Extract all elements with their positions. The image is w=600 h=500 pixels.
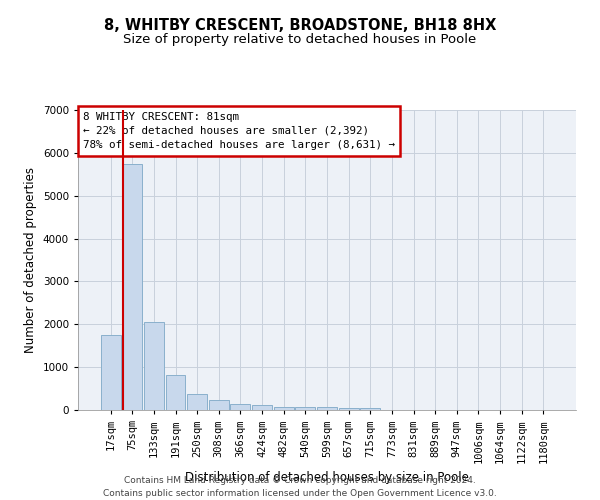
Text: 8, WHITBY CRESCENT, BROADSTONE, BH18 8HX: 8, WHITBY CRESCENT, BROADSTONE, BH18 8HX xyxy=(104,18,496,32)
X-axis label: Distribution of detached houses by size in Poole: Distribution of detached houses by size … xyxy=(185,471,469,484)
Bar xyxy=(252,406,272,410)
Text: Size of property relative to detached houses in Poole: Size of property relative to detached ho… xyxy=(124,32,476,46)
Bar xyxy=(295,407,316,410)
Text: Contains HM Land Registry data © Crown copyright and database right 2024.
Contai: Contains HM Land Registry data © Crown c… xyxy=(103,476,497,498)
Bar xyxy=(317,408,337,410)
Bar xyxy=(166,375,185,410)
Bar xyxy=(144,322,164,410)
Text: 8 WHITBY CRESCENT: 81sqm
← 22% of detached houses are smaller (2,392)
78% of sem: 8 WHITBY CRESCENT: 81sqm ← 22% of detach… xyxy=(83,112,395,150)
Bar xyxy=(101,334,121,410)
Bar xyxy=(338,408,359,410)
Bar xyxy=(187,394,207,410)
Bar xyxy=(361,408,380,410)
Bar xyxy=(209,400,229,410)
Bar xyxy=(274,406,293,410)
Bar xyxy=(122,164,142,410)
Bar xyxy=(230,404,250,410)
Y-axis label: Number of detached properties: Number of detached properties xyxy=(24,167,37,353)
